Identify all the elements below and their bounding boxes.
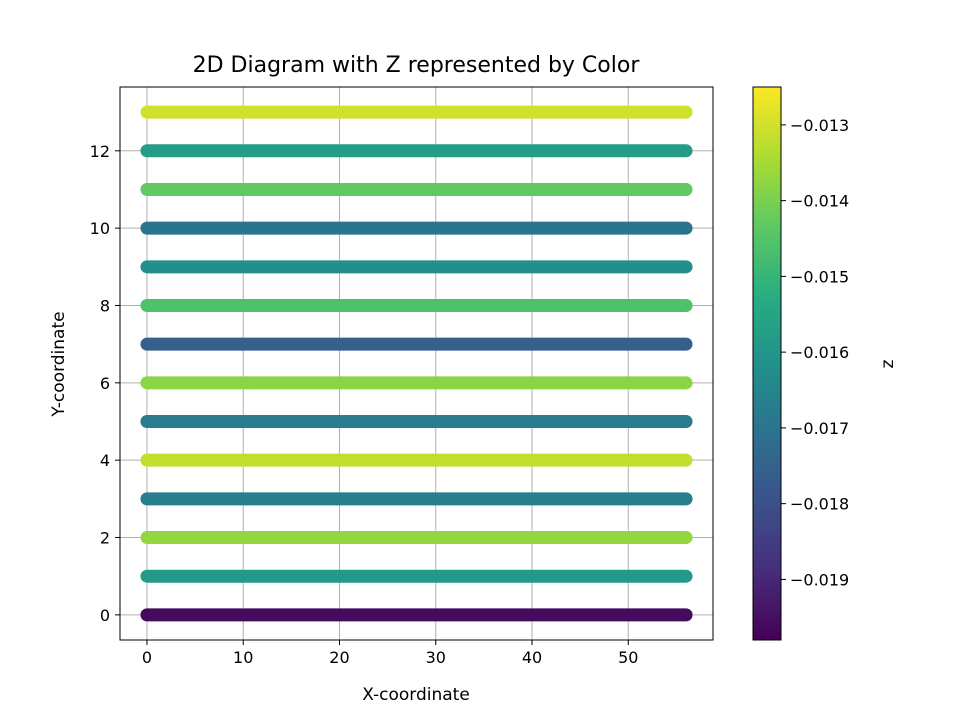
y-tick-label: 6: [100, 374, 110, 393]
y-tick-label: 4: [100, 451, 110, 470]
x-tick-label: 30: [426, 648, 446, 667]
colorbar-tick-label: −0.015: [790, 267, 849, 286]
colorbar-tick-label: −0.013: [790, 116, 849, 135]
colorbar-tick-label: −0.014: [790, 192, 849, 211]
colorbar-label: z: [878, 359, 898, 368]
y-tick-label: 12: [90, 142, 110, 161]
y-tick-label: 0: [100, 606, 110, 625]
plot-frame: [119, 86, 714, 641]
y-axis-ticks: 0 2 4 6 8 10 12: [90, 142, 120, 625]
colorbar-tick-label: −0.019: [790, 570, 849, 589]
x-tick-label: 40: [522, 648, 542, 667]
colorbar-tick-label: −0.018: [790, 495, 849, 514]
y-tick-label: 8: [100, 296, 110, 315]
colorbar: [752, 86, 782, 641]
y-tick-label: 2: [100, 529, 110, 548]
x-tick-label: 20: [329, 648, 349, 667]
scatter-rows: [140, 105, 693, 622]
colorbar-tick-label: −0.017: [790, 419, 849, 438]
x-tick-label: 0: [142, 648, 152, 667]
x-tick-label: 10: [233, 648, 253, 667]
x-tick-label: 50: [618, 648, 638, 667]
chart-title: 2D Diagram with Z represented by Color: [193, 53, 641, 78]
colorbar-tick-label: −0.016: [790, 343, 849, 362]
x-axis-label: X-coordinate: [362, 685, 470, 705]
y-axis-label: Y-coordinate: [49, 311, 69, 417]
grid-lines: [120, 87, 713, 640]
x-axis-ticks: 0 10 20 30 40 50: [142, 640, 638, 667]
colorbar-ticks: −0.013 −0.014 −0.015 −0.016 −0.017 −0.018 −0.0…: [781, 116, 849, 589]
y-tick-label: 10: [90, 219, 110, 238]
